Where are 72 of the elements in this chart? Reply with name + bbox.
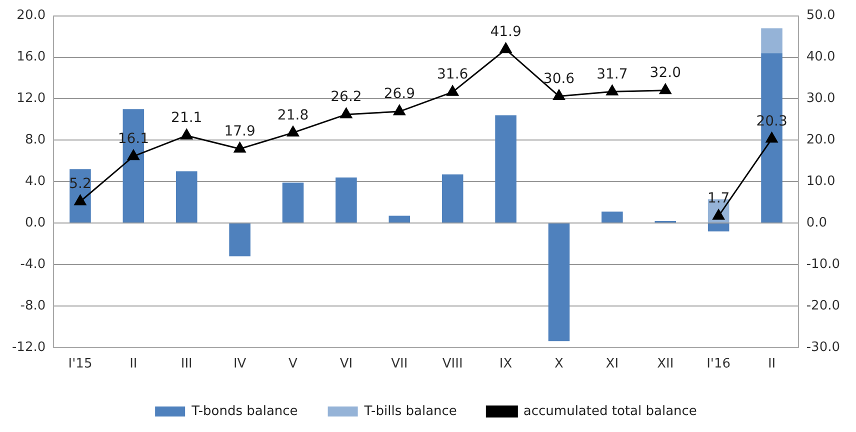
y2-tick-label: 30.0 bbox=[806, 91, 836, 106]
legend-label: T-bills balance bbox=[363, 404, 457, 419]
y-tick-label: 16.0 bbox=[16, 50, 46, 65]
x-tick-label: VIII bbox=[442, 356, 463, 372]
bar bbox=[602, 212, 623, 223]
data-label: 31.7 bbox=[596, 66, 628, 82]
point bbox=[659, 84, 672, 94]
x-tick-label: XII bbox=[657, 356, 674, 372]
y-tick-label: 0.0 bbox=[24, 215, 46, 230]
data-label: 32.0 bbox=[650, 65, 681, 82]
bar bbox=[176, 171, 198, 223]
data-label: 1.7 bbox=[707, 190, 730, 207]
x-tick-label: IV bbox=[233, 356, 246, 372]
y2-tick-label: 40.0 bbox=[806, 50, 836, 65]
data-label: 5.2 bbox=[69, 176, 92, 192]
x-tick-label: VII bbox=[391, 356, 408, 372]
y-tick-label: -8.0 bbox=[20, 298, 46, 314]
point bbox=[606, 84, 618, 96]
y-tick-label: -12.0 bbox=[12, 340, 46, 355]
data-label: 26.2 bbox=[330, 89, 362, 106]
data-label: 21.8 bbox=[277, 107, 309, 124]
point bbox=[287, 126, 299, 136]
x-tick-label: XI bbox=[606, 356, 619, 372]
bar bbox=[442, 174, 464, 223]
data-label: 26.9 bbox=[384, 86, 415, 102]
point bbox=[553, 89, 565, 100]
bar bbox=[336, 177, 357, 223]
point bbox=[234, 142, 246, 153]
point bbox=[340, 108, 352, 118]
y-tick-label: 20.0 bbox=[16, 8, 46, 24]
bar bbox=[495, 115, 516, 223]
y-tick-label: 12.0 bbox=[16, 91, 46, 106]
x-tick-label: I'16 bbox=[706, 356, 731, 372]
data-label: 31.6 bbox=[437, 66, 468, 83]
bar bbox=[761, 28, 782, 54]
data-label: 16.1 bbox=[118, 130, 150, 147]
y2-tick-label: 10.0 bbox=[806, 174, 836, 189]
bar bbox=[708, 224, 730, 232]
point bbox=[500, 42, 512, 54]
bar bbox=[70, 169, 91, 223]
y-tick-label: 8.0 bbox=[24, 132, 46, 148]
data-label: 41.9 bbox=[490, 24, 522, 40]
x-tick-label: V bbox=[288, 356, 298, 372]
legend-label: T-bonds balance bbox=[190, 404, 298, 419]
point bbox=[393, 104, 406, 116]
y2-tick-label: 50.0 bbox=[806, 8, 836, 24]
point bbox=[127, 150, 140, 160]
y2-tick-label: -20.0 bbox=[806, 298, 840, 314]
data-label: 17.9 bbox=[224, 123, 256, 140]
x-tick-label: IX bbox=[499, 356, 512, 372]
y2-tick-label: -30.0 bbox=[806, 340, 840, 355]
bar bbox=[229, 224, 250, 256]
x-tick-label: I'15 bbox=[68, 356, 92, 372]
y2-tick-label: 0.0 bbox=[806, 215, 828, 230]
x-tick-label: III bbox=[180, 356, 192, 372]
y-tick-label: 4.0 bbox=[24, 174, 46, 189]
data-label: 21.1 bbox=[171, 110, 202, 126]
data-label: 30.6 bbox=[543, 70, 575, 87]
x-tick-label: II bbox=[130, 356, 138, 372]
bar bbox=[388, 216, 410, 223]
bar bbox=[548, 224, 570, 342]
point bbox=[180, 128, 193, 140]
point bbox=[446, 85, 459, 96]
x-tick-label: VI bbox=[340, 356, 353, 372]
y2-tick-label: 20.0 bbox=[806, 132, 836, 148]
x-tick-label: X bbox=[554, 356, 564, 372]
bar bbox=[282, 182, 304, 223]
point bbox=[74, 194, 86, 206]
x-tick-label: II bbox=[768, 356, 776, 372]
legend-label: accumulated total balance bbox=[523, 404, 697, 419]
y-tick-label: -4.0 bbox=[20, 256, 46, 272]
y2-tick-label: -10.0 bbox=[806, 256, 840, 272]
